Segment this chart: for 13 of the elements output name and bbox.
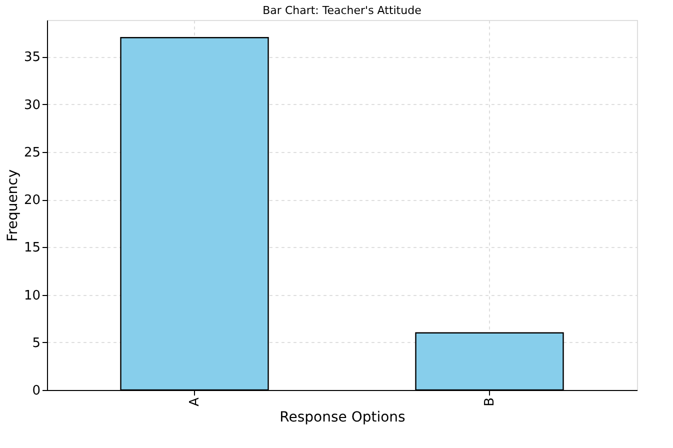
x-tick-label: B [482,398,498,406]
y-tick-label: 0 [32,384,40,398]
y-tick-label: 35 [24,50,40,66]
y-tick-label: 10 [24,288,40,304]
y-tick-label: 15 [24,240,40,256]
y-axis-title: Frequency [4,169,21,242]
x-axis-title: Response Options [280,409,406,426]
y-tick-label: 25 [24,145,40,160]
y-tick-label: 5 [32,336,40,351]
y-tick-label: 20 [24,193,40,208]
x-tick-label: A [188,397,202,406]
y-tick-label: 30 [24,98,40,113]
chart-title: Bar Chart: Teacher's Attitude [262,4,422,17]
